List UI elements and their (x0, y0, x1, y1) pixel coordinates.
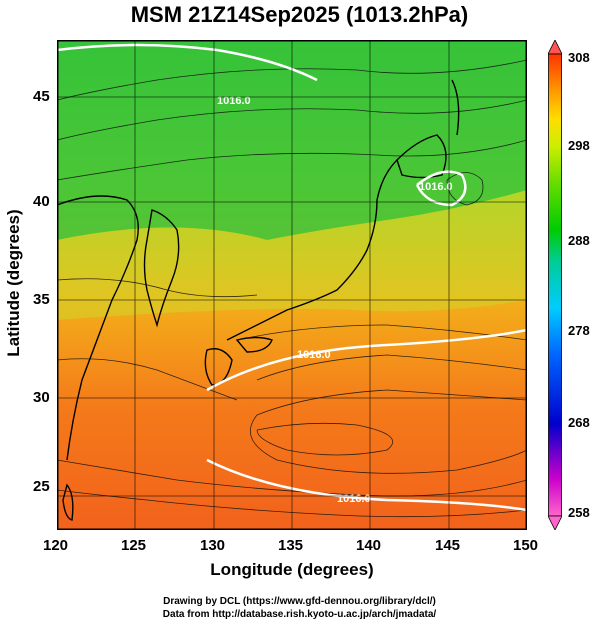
colorbar-tick: 288 (568, 233, 590, 248)
xtick-label: 120 (43, 537, 69, 554)
map-panel: 1016.0 1016.0 1016.0 1016.0 (57, 40, 527, 530)
colorbar (548, 40, 562, 530)
japan-honshu (226, 159, 398, 341)
colorbar-top-arrow (548, 40, 562, 55)
contour-label-2: 1016.0 (337, 493, 371, 505)
gridlines (57, 40, 527, 530)
chart-title: MSM 21Z14Sep2025 (1013.2hPa) (130, 2, 469, 27)
ytick-label: 25 (33, 478, 50, 495)
hokkaido (396, 134, 447, 179)
isobar-south-2 (206, 458, 527, 512)
ytick-label: 35 (33, 291, 50, 308)
plot-frame (57, 40, 527, 530)
contour-label-1: 1016.0 (297, 349, 331, 361)
ytick-label: 45 (33, 88, 50, 105)
korea-coast (143, 209, 180, 328)
xtick-label: 135 (278, 537, 304, 554)
colorbar-tick: 278 (568, 323, 590, 338)
colorbar-tick: 298 (568, 138, 590, 153)
xtick-label: 145 (435, 537, 461, 554)
x-axis-label: Longitude (degrees) (210, 560, 374, 579)
contour-label-4: 1016.0 (419, 181, 453, 193)
colorbar-tick: 308 (568, 50, 590, 65)
china-coast (57, 195, 139, 461)
ytick-label: 40 (33, 193, 50, 210)
isobars (57, 43, 527, 512)
isobar-south (206, 328, 527, 392)
taiwan (62, 483, 74, 521)
colorbar-scale (548, 53, 562, 517)
y-axis-label: Latitude (degrees) (4, 209, 23, 357)
xtick-label: 150 (513, 537, 539, 554)
xtick-label: 125 (121, 537, 147, 554)
ytick-label: 30 (33, 389, 50, 406)
colorbar-tick: 258 (568, 505, 590, 520)
colorbar-bottom-arrow (548, 515, 562, 530)
credit-drawing: Drawing by DCL (https://www.gfd-dennou.o… (163, 596, 436, 607)
contour-label-3: 1016.0 (217, 95, 251, 107)
isobar-north (57, 43, 318, 82)
sakhalin (451, 79, 460, 136)
isobar-low (415, 170, 467, 207)
xtick-label: 130 (200, 537, 226, 554)
xtick-label: 140 (356, 537, 382, 554)
credit-data: Data from http://database.rish.kyoto-u.a… (162, 609, 437, 620)
japan-kyushu (204, 348, 233, 386)
colorbar-tick: 268 (568, 415, 590, 430)
